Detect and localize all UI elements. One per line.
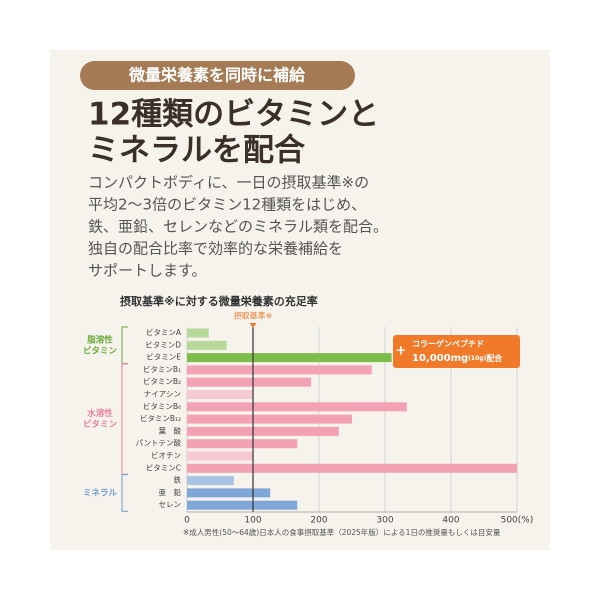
category-label: ビタミンB₁₂ — [140, 414, 181, 423]
category-label: ビタミンB₂ — [143, 377, 181, 386]
footnote: ※成人男性(50～64歳)日本人の食事摂取基準（2025年版）による1日の推奨量… — [183, 527, 501, 537]
description: 独自の配合比率で効率的な栄養補給を — [88, 240, 343, 258]
description: 鉄、亜鉛、セレンなどのミネラル類を配合。 — [88, 218, 388, 236]
category-label: 鉄 — [174, 475, 182, 485]
group-label: ビタミン — [83, 345, 118, 356]
bar — [187, 500, 298, 510]
bar — [187, 377, 312, 387]
callout-note: (10g) — [468, 355, 486, 362]
group-label: 水溶性 — [86, 408, 113, 419]
bar — [187, 439, 298, 449]
category-label: 葉 酸 — [159, 425, 182, 435]
chart-title: 摂取基準※に対する微量栄養素の充足率 — [120, 294, 318, 308]
callout-plus: + — [396, 344, 407, 359]
bar — [187, 402, 407, 412]
category-label: ビタミンD — [145, 340, 181, 349]
x-tick-label: 300 — [376, 516, 393, 526]
x-tick-label: 200 — [310, 516, 327, 526]
badge: 微量栄養素を同時に補給 — [128, 66, 306, 85]
category-label: ビタミンB₆ — [143, 402, 181, 411]
category-label: パントテン酸 — [136, 438, 182, 448]
group-label: 脂溶性 — [86, 334, 113, 345]
bar — [187, 463, 517, 473]
category-label: セレン — [159, 500, 182, 509]
group-label: ミネラル — [83, 487, 118, 498]
x-tick-label: 0 — [184, 516, 190, 526]
x-tick-label: 100 — [244, 516, 261, 526]
category-label: ビタミンB₁ — [143, 365, 181, 374]
bar — [187, 353, 392, 363]
title: 12種類のビタミンと — [88, 97, 379, 133]
description: コンパクトボディに、一日の摂取基準※の — [88, 174, 369, 192]
callout-amount: 10,000mg(10g)配合 — [412, 353, 503, 365]
callout-suffix: 配合 — [486, 353, 503, 363]
bar — [187, 328, 209, 338]
category-label: ナイアシン — [144, 390, 181, 399]
callout-amount-value: 10,000mg — [412, 353, 468, 364]
callout-box — [393, 335, 520, 368]
group-bracket — [121, 474, 128, 512]
callout-title: コラーゲンペプチド — [412, 339, 484, 349]
bar — [187, 476, 234, 486]
bar — [187, 414, 352, 424]
bar — [187, 488, 271, 498]
category-label: ビタミンC — [146, 463, 181, 472]
reference-label: 摂取基準※ — [234, 311, 273, 321]
badge-bg — [80, 61, 355, 90]
category-label: ビタミンA — [146, 328, 182, 337]
group-label: ビタミン — [83, 419, 118, 430]
x-tick-label: 400 — [442, 516, 459, 526]
reference-marker — [249, 323, 257, 328]
description: 平均2～3倍のビタミン12種類をはじめ、 — [88, 196, 366, 214]
bar — [187, 365, 372, 375]
bar — [187, 390, 253, 399]
category-label: 亜 鉛 — [159, 487, 182, 497]
x-tick-label: 500(%) — [501, 516, 534, 526]
title: ミネラルを配合 — [88, 133, 305, 169]
category-label: ビオチン — [151, 451, 181, 460]
bar — [187, 426, 339, 436]
bar — [187, 451, 253, 461]
category-label: ビタミンE — [146, 353, 181, 362]
description: サポートします。 — [88, 262, 207, 280]
bar — [187, 340, 227, 350]
